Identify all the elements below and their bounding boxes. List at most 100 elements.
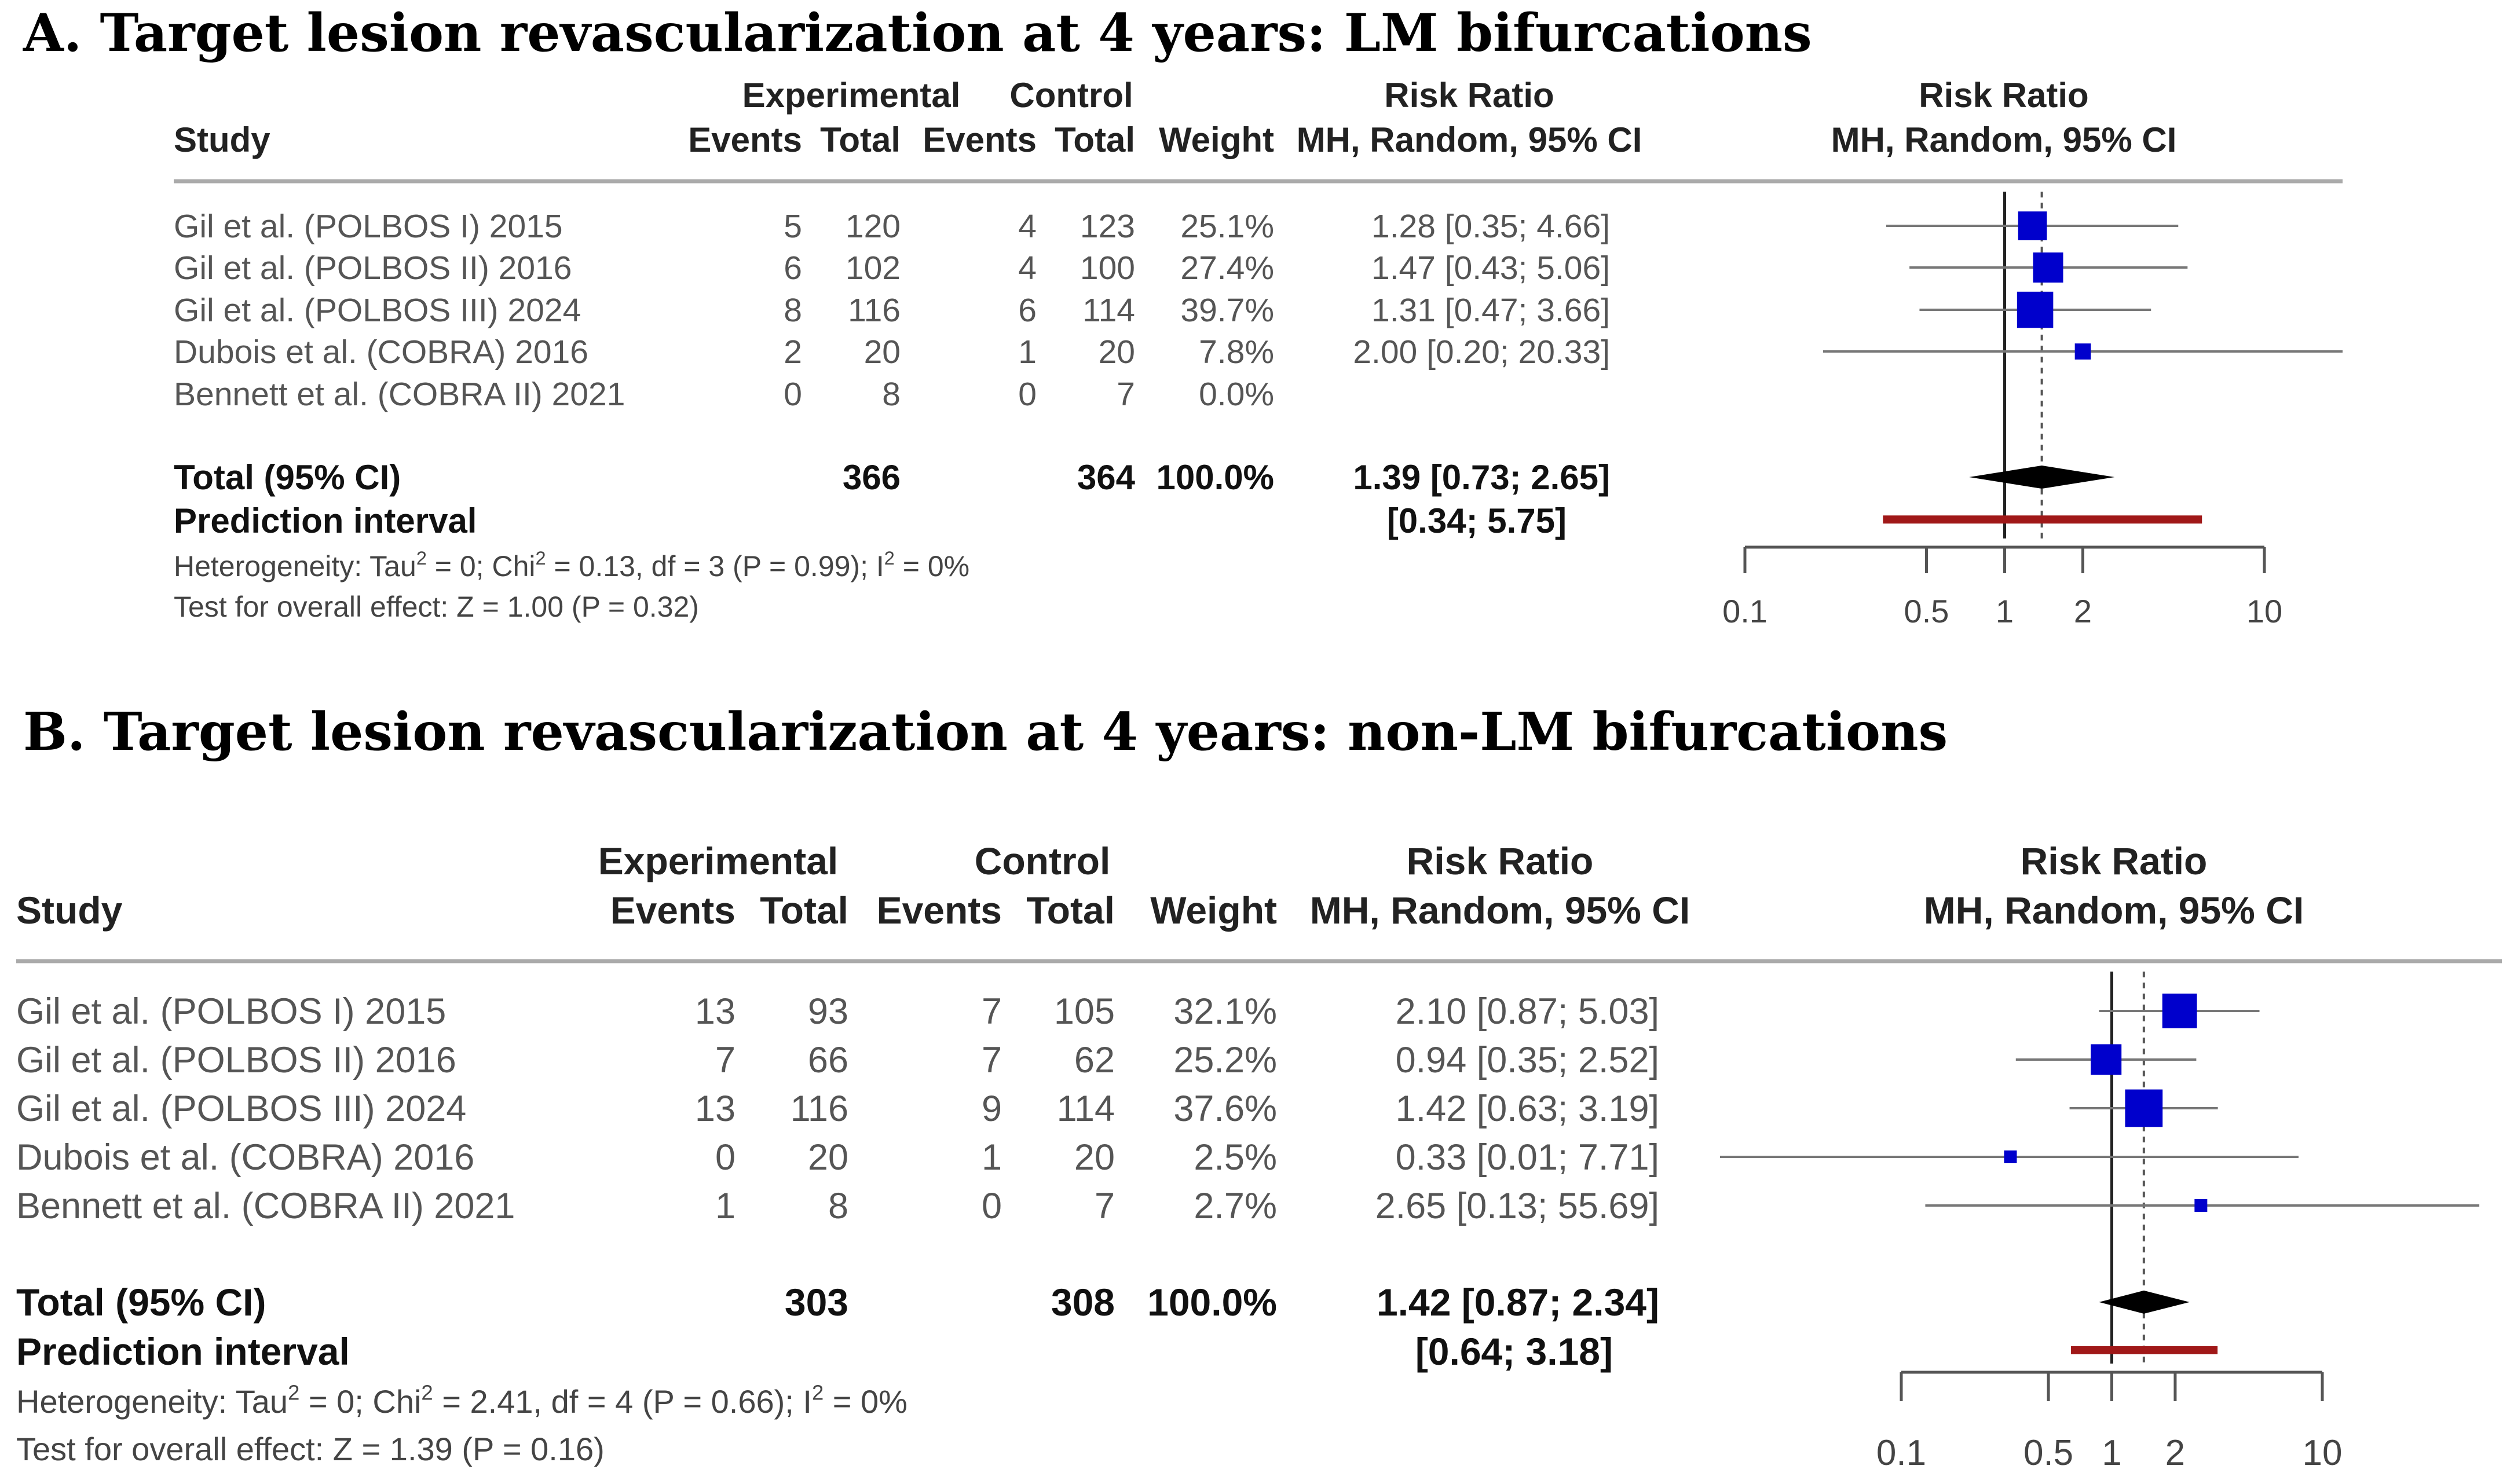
exp-events: 13 bbox=[695, 991, 735, 1032]
exp-events: 1 bbox=[715, 1186, 735, 1226]
header-plot-method: MH, Random, 95% CI bbox=[1924, 889, 2304, 932]
ctrl-events: 0 bbox=[1018, 376, 1037, 413]
x-tick-label: 10 bbox=[2303, 1433, 2343, 1473]
ctrl-total: 7 bbox=[1117, 376, 1135, 413]
study-weight: 32.1% bbox=[1173, 991, 1277, 1032]
ctrl-events: 7 bbox=[982, 1040, 1002, 1080]
study-row: Bennett et al. (COBRA II) 2021 0 8 0 7 0.0% bbox=[174, 376, 1274, 413]
study-row: Gil et al. (POLBOS II) 2016 6 102 4 100 27.4%… bbox=[174, 250, 2188, 287]
study-row: Gil et al. (POLBOS II) 2016 7 66 7 62 25.2% 0.… bbox=[16, 1040, 2197, 1080]
header-experimental: Experimental bbox=[598, 840, 839, 882]
study-weight: 7.8% bbox=[1199, 334, 1274, 371]
study-point-square bbox=[2033, 252, 2063, 283]
study-name: Gil et al. (POLBOS I) 2015 bbox=[174, 208, 563, 245]
exp-events: 7 bbox=[715, 1040, 735, 1080]
header-exp-total: Total bbox=[820, 120, 901, 159]
exp-total: 116 bbox=[848, 292, 901, 329]
study-name: Gil et al. (POLBOS III) 2024 bbox=[16, 1089, 466, 1129]
ctrl-events: 9 bbox=[982, 1089, 1002, 1129]
study-weight: 0.0% bbox=[1199, 376, 1274, 413]
total-ctrl: 308 bbox=[1051, 1281, 1115, 1324]
exp-events: 8 bbox=[784, 292, 802, 329]
ctrl-total: 20 bbox=[1074, 1137, 1115, 1178]
exp-total: 116 bbox=[791, 1089, 848, 1129]
header-method: MH, Random, 95% CI bbox=[1310, 889, 1690, 932]
study-point-square bbox=[2004, 1150, 2017, 1163]
header-risk-ratio: Risk Ratio bbox=[1384, 76, 1554, 115]
ctrl-total: 105 bbox=[1054, 991, 1115, 1032]
study-row: Gil et al. (POLBOS I) 2015 13 93 7 105 32.1% 2… bbox=[16, 991, 2260, 1032]
ctrl-events: 6 bbox=[1018, 292, 1037, 329]
study-name: Dubois et al. (COBRA) 2016 bbox=[16, 1137, 474, 1178]
study-ci: 0.94 [0.35; 2.52] bbox=[1396, 1040, 1659, 1080]
superscript-2: 2 bbox=[812, 1381, 824, 1405]
heterogeneity-part: = 0; Chi bbox=[299, 1383, 421, 1420]
ctrl-total: 114 bbox=[1057, 1089, 1115, 1129]
total-weight: 100.0% bbox=[1157, 458, 1275, 497]
pooled-diamond bbox=[2099, 1290, 2190, 1314]
superscript-2: 2 bbox=[416, 548, 427, 569]
study-ci: 2.65 [0.13; 55.69] bbox=[1375, 1186, 1659, 1226]
panel-title: B. Target lesion revascularization at 4 … bbox=[23, 701, 1948, 763]
exp-total: 102 bbox=[846, 250, 901, 287]
header-ctrl-events: Events bbox=[923, 120, 1037, 159]
heterogeneity-part: = 0% bbox=[895, 550, 969, 582]
superscript-2: 2 bbox=[884, 548, 895, 569]
overall-effect-text: Test for overall effect: Z = 1.39 (P = 0… bbox=[16, 1431, 605, 1467]
heterogeneity-text: Heterogeneity: Tau2 = 0; Chi2 = 2.41, df… bbox=[16, 1381, 907, 1420]
study-row: Gil et al. (POLBOS I) 2015 5 120 4 123 25.1% 1… bbox=[174, 208, 2179, 245]
study-row: Gil et al. (POLBOS III) 2024 8 116 6 114 39.7… bbox=[174, 291, 2151, 329]
study-ci: 2.00 [0.20; 20.33] bbox=[1353, 334, 1610, 371]
study-weight: 39.7% bbox=[1180, 292, 1274, 329]
study-weight: 2.5% bbox=[1194, 1137, 1277, 1178]
exp-events: 6 bbox=[784, 250, 802, 287]
ctrl-total: 62 bbox=[1074, 1040, 1115, 1080]
header-ctrl-total: Total bbox=[1026, 889, 1115, 932]
study-ci: 0.33 [0.01; 7.71] bbox=[1396, 1137, 1659, 1178]
exp-events: 13 bbox=[695, 1089, 735, 1129]
ctrl-total: 7 bbox=[1095, 1186, 1115, 1226]
forest-panel-a: A. Target lesion revascularization at 4 … bbox=[23, 2, 2343, 629]
study-weight: 25.1% bbox=[1180, 208, 1274, 245]
total-ctrl: 364 bbox=[1077, 458, 1136, 497]
exp-events: 2 bbox=[784, 334, 802, 371]
study-point-square bbox=[2017, 291, 2054, 328]
x-axis: 0.1 0.5 1 2 10 bbox=[1876, 1371, 2343, 1473]
heterogeneity-text: Heterogeneity: Tau2 = 0; Chi2 = 0.13, df… bbox=[174, 548, 969, 582]
header-exp-events: Events bbox=[688, 120, 802, 159]
total-row: Total (95% CI) 303 308 100.0% 1.42 [0.87; 2.… bbox=[16, 1281, 2190, 1324]
study-name: Dubois et al. (COBRA) 2016 bbox=[174, 334, 588, 371]
prediction-row: Prediction interval [0.64; 3.18] bbox=[16, 1330, 2218, 1373]
ctrl-events: 0 bbox=[982, 1186, 1002, 1226]
study-ci: 1.28 [0.35; 4.66] bbox=[1371, 208, 1610, 245]
header-plot-title: Risk Ratio bbox=[2021, 840, 2208, 882]
x-axis: 0.1 0.5 1 2 10 bbox=[1722, 545, 2282, 629]
total-exp: 303 bbox=[785, 1281, 848, 1324]
study-ci: 1.42 [0.63; 3.19] bbox=[1396, 1089, 1659, 1129]
study-weight: 2.7% bbox=[1194, 1186, 1277, 1226]
exp-events: 0 bbox=[715, 1137, 735, 1178]
ctrl-total: 100 bbox=[1080, 250, 1135, 287]
total-ci: 1.39 [0.73; 2.65] bbox=[1353, 458, 1610, 497]
header-ctrl-events: Events bbox=[877, 889, 1002, 932]
ctrl-total: 20 bbox=[1099, 334, 1135, 371]
header-plot-method: MH, Random, 95% CI bbox=[1831, 120, 2177, 159]
study-ci: 1.31 [0.47; 3.66] bbox=[1371, 292, 1610, 329]
superscript-2: 2 bbox=[288, 1381, 299, 1405]
overall-effect-text: Test for overall effect: Z = 1.00 (P = 0… bbox=[174, 591, 699, 623]
study-row: Dubois et al. (COBRA) 2016 0 20 1 20 2.5% 0.33… bbox=[16, 1137, 2299, 1178]
superscript-2: 2 bbox=[421, 1381, 433, 1405]
total-row: Total (95% CI) 366 364 100.0% 1.39 [0.73; 2.… bbox=[174, 458, 2115, 497]
x-tick-label: 1 bbox=[2102, 1433, 2121, 1473]
superscript-2: 2 bbox=[536, 548, 546, 569]
prediction-ci: [0.64; 3.18] bbox=[1415, 1330, 1613, 1373]
header-weight: Weight bbox=[1150, 889, 1277, 932]
x-tick-label: 0.5 bbox=[1904, 593, 1949, 629]
header-study: Study bbox=[174, 120, 270, 159]
heterogeneity-part: = 0; Chi bbox=[427, 550, 536, 582]
study-name: Gil et al. (POLBOS II) 2016 bbox=[16, 1040, 456, 1080]
exp-events: 5 bbox=[784, 208, 802, 245]
prediction-row: Prediction interval [0.34; 5.75] bbox=[174, 501, 2202, 540]
forest-panel-b: B. Target lesion revascularization at 4 … bbox=[16, 701, 2502, 1473]
